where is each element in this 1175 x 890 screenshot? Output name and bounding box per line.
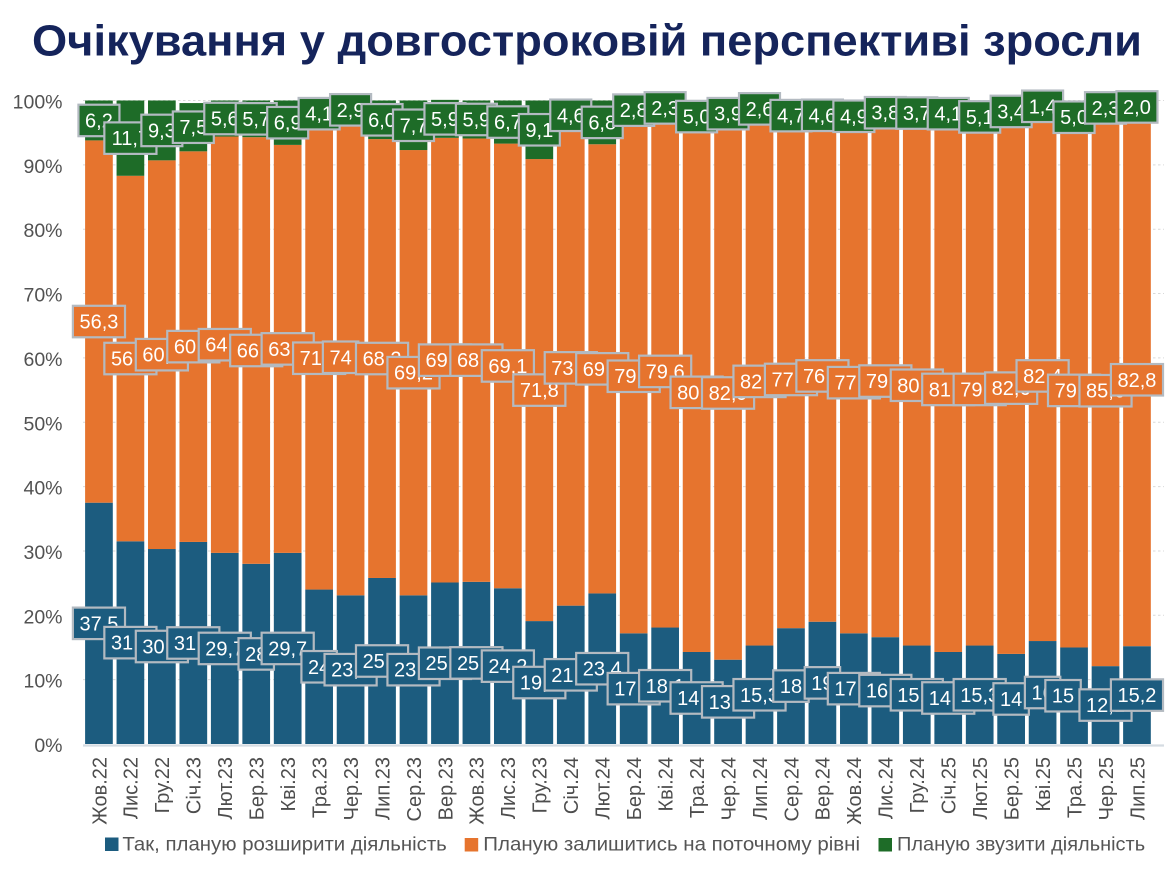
svg-text:Очікування у довгостроковій пе: Очікування у довгостроковій перспективі … [32, 17, 1142, 66]
svg-text:15,3: 15,3 [740, 685, 779, 707]
svg-text:Тра.24: Тра.24 [687, 757, 709, 818]
svg-text:0%: 0% [34, 735, 62, 757]
svg-text:Лип.25: Лип.25 [1127, 757, 1149, 820]
svg-text:Лют.23: Лют.23 [215, 757, 237, 819]
svg-text:Вер.24: Вер.24 [813, 757, 835, 820]
svg-text:Планую звузити діяльність: Планую звузити діяльність [897, 834, 1145, 856]
svg-text:2,9: 2,9 [337, 100, 365, 122]
svg-text:4,7: 4,7 [777, 106, 805, 128]
svg-text:14: 14 [1000, 689, 1022, 711]
svg-text:Чер.25: Чер.25 [1096, 757, 1118, 820]
svg-text:Бер.23: Бер.23 [247, 757, 269, 820]
svg-text:80%: 80% [23, 220, 62, 242]
svg-text:Чер.24: Чер.24 [718, 757, 740, 820]
svg-text:Січ.24: Січ.24 [561, 757, 583, 814]
svg-text:5,0: 5,0 [683, 107, 711, 129]
svg-text:5,9: 5,9 [431, 109, 459, 131]
svg-text:5,6: 5,6 [211, 109, 239, 131]
svg-text:5,7: 5,7 [242, 109, 270, 131]
svg-text:5,1: 5,1 [966, 107, 994, 129]
svg-text:30%: 30% [23, 542, 62, 564]
svg-text:50%: 50% [23, 413, 62, 435]
svg-text:10%: 10% [23, 671, 62, 693]
svg-text:4,9: 4,9 [840, 106, 868, 128]
svg-text:90%: 90% [23, 156, 62, 178]
svg-text:9,1: 9,1 [525, 120, 553, 142]
svg-text:29,7: 29,7 [268, 638, 307, 660]
svg-text:4,1: 4,1 [305, 104, 333, 126]
svg-text:3,8: 3,8 [871, 103, 899, 125]
svg-text:82,8: 82,8 [1117, 370, 1156, 392]
svg-text:100%: 100% [13, 92, 63, 114]
svg-text:Лют.25: Лют.25 [970, 757, 992, 819]
svg-text:6,7: 6,7 [494, 112, 522, 134]
svg-text:Лис.22: Лис.22 [121, 757, 143, 819]
svg-text:4,6: 4,6 [557, 105, 585, 127]
svg-text:2,0: 2,0 [1123, 97, 1151, 119]
svg-text:Січ.23: Січ.23 [184, 757, 206, 814]
svg-text:Лис.24: Лис.24 [876, 757, 898, 819]
svg-text:2,8: 2,8 [620, 100, 648, 122]
svg-text:Лис.23: Лис.23 [498, 757, 520, 819]
svg-text:9,3: 9,3 [148, 120, 176, 142]
svg-text:Сер.24: Сер.24 [781, 757, 803, 822]
svg-text:Сер.23: Сер.23 [404, 757, 426, 822]
svg-text:3,4: 3,4 [997, 101, 1025, 123]
svg-text:3,9: 3,9 [714, 104, 742, 126]
svg-text:Гру.23: Гру.23 [530, 757, 552, 813]
svg-text:1,4: 1,4 [1029, 96, 1057, 118]
svg-text:2,6: 2,6 [746, 99, 774, 121]
svg-text:2,3: 2,3 [651, 98, 679, 120]
svg-text:Бер.24: Бер.24 [624, 757, 646, 820]
svg-text:4,1: 4,1 [934, 104, 962, 126]
svg-text:Планую залишитись на поточному: Планую залишитись на поточному рівні [483, 834, 860, 856]
svg-text:2,3: 2,3 [1092, 98, 1120, 120]
svg-text:Кві.24: Кві.24 [655, 757, 677, 812]
svg-text:Тра.25: Тра.25 [1064, 757, 1086, 818]
svg-text:Вер.23: Вер.23 [435, 757, 457, 820]
svg-text:20%: 20% [23, 606, 62, 628]
svg-text:15: 15 [1052, 686, 1074, 708]
svg-text:6,0: 6,0 [368, 110, 396, 132]
svg-text:7,5: 7,5 [179, 117, 207, 139]
svg-text:74: 74 [329, 347, 351, 369]
svg-text:6,8: 6,8 [588, 112, 616, 134]
svg-text:Жов.22: Жов.22 [89, 757, 111, 825]
svg-text:Жов.23: Жов.23 [467, 757, 489, 825]
svg-text:Тра.23: Тра.23 [309, 757, 331, 818]
svg-text:71,8: 71,8 [520, 380, 559, 402]
svg-text:6,9: 6,9 [274, 113, 302, 135]
svg-text:Січ.25: Січ.25 [939, 757, 961, 814]
svg-text:69,1: 69,1 [488, 356, 527, 378]
svg-text:60%: 60% [23, 349, 62, 371]
svg-text:Лип.24: Лип.24 [750, 757, 772, 820]
svg-text:Бер.25: Бер.25 [1001, 757, 1023, 820]
svg-text:18: 18 [780, 676, 802, 698]
svg-text:5,9: 5,9 [463, 109, 491, 131]
svg-text:Жов.24: Жов.24 [844, 757, 866, 825]
svg-text:29,7: 29,7 [205, 638, 244, 660]
svg-text:3,7: 3,7 [903, 103, 931, 125]
svg-text:Чер.23: Чер.23 [341, 757, 363, 820]
svg-text:11,7: 11,7 [112, 128, 149, 150]
svg-text:Кві.23: Кві.23 [278, 757, 300, 812]
svg-text:70%: 70% [23, 285, 62, 307]
svg-text:Лют.24: Лют.24 [593, 757, 615, 819]
svg-text:15,3: 15,3 [960, 685, 999, 707]
svg-text:15,2: 15,2 [1117, 685, 1156, 707]
svg-text:7,7: 7,7 [400, 115, 428, 137]
svg-text:5,0: 5,0 [1060, 107, 1088, 129]
svg-text:Гру.24: Гру.24 [907, 757, 929, 813]
svg-text:4,6: 4,6 [809, 105, 837, 127]
svg-text:Гру.22: Гру.22 [152, 757, 174, 813]
svg-text:Кві.25: Кві.25 [1033, 757, 1055, 812]
svg-text:Лип.23: Лип.23 [372, 757, 394, 820]
svg-text:56,3: 56,3 [79, 312, 118, 334]
svg-text:40%: 40% [23, 478, 62, 500]
svg-text:Так, планую розширити діяльніс: Так, планую розширити діяльність [122, 834, 446, 856]
